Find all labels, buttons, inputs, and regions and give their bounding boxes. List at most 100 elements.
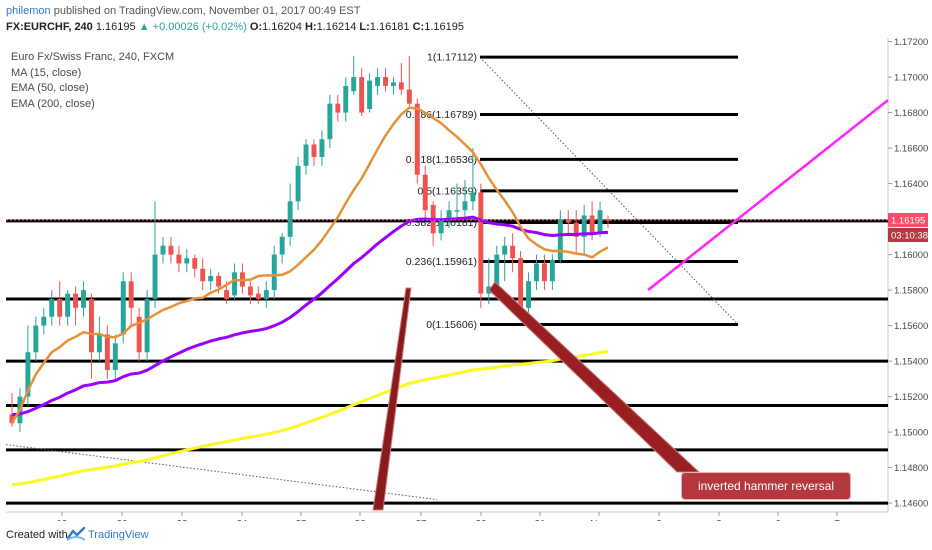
candle-body[interactable] bbox=[565, 219, 571, 223]
candle-body[interactable] bbox=[160, 245, 166, 255]
candle-body[interactable] bbox=[279, 236, 285, 255]
candle-body[interactable] bbox=[41, 316, 47, 326]
candle-body[interactable] bbox=[383, 77, 388, 86]
candle-body[interactable] bbox=[89, 298, 94, 353]
price-chart[interactable]: 1.172001.170001.168001.166001.164001.162… bbox=[0, 38, 932, 521]
candle-body[interactable] bbox=[65, 293, 71, 317]
candle-body[interactable] bbox=[144, 298, 150, 353]
candle-body[interactable] bbox=[414, 103, 420, 175]
candle-body[interactable] bbox=[343, 85, 349, 113]
candle-body[interactable] bbox=[216, 275, 222, 287]
candle-body[interactable] bbox=[57, 298, 63, 317]
candle-body[interactable] bbox=[541, 263, 547, 282]
tradingview-brand-link[interactable]: TradingView bbox=[88, 529, 149, 541]
candle-body[interactable] bbox=[406, 89, 412, 104]
legend-ema200[interactable]: EMA (200, close) bbox=[11, 97, 95, 110]
y-tick-label: 1.16400 bbox=[894, 179, 928, 190]
candle-body[interactable] bbox=[390, 82, 396, 86]
candle-body[interactable] bbox=[287, 201, 293, 237]
candle-body[interactable] bbox=[9, 414, 15, 424]
candle-body[interactable] bbox=[120, 281, 126, 335]
x-tick-label: 25 bbox=[295, 519, 307, 521]
y-tick-label: 1.16000 bbox=[894, 250, 928, 261]
candle-body[interactable] bbox=[263, 290, 269, 299]
candle-body[interactable] bbox=[534, 263, 539, 282]
ema50-line[interactable] bbox=[11, 215, 609, 417]
candle-body[interactable] bbox=[255, 293, 261, 299]
candle-body[interactable] bbox=[184, 258, 190, 264]
candle-body[interactable] bbox=[303, 144, 309, 166]
countdown-tag bbox=[888, 227, 928, 242]
candle-body[interactable] bbox=[168, 245, 174, 255]
candle-body[interactable] bbox=[319, 139, 325, 157]
y-tick-label: 1.17000 bbox=[894, 73, 928, 84]
candle-body[interactable] bbox=[597, 210, 603, 234]
candle-body[interactable] bbox=[470, 192, 476, 202]
candle-body[interactable] bbox=[176, 254, 182, 264]
magenta-trend-line[interactable] bbox=[647, 99, 889, 292]
candle-body[interactable] bbox=[549, 259, 555, 282]
candle-body[interactable] bbox=[462, 201, 468, 211]
candle-body[interactable] bbox=[33, 325, 39, 353]
candle-body[interactable] bbox=[581, 215, 587, 237]
candle-body[interactable] bbox=[96, 334, 102, 353]
candle-body[interactable] bbox=[351, 77, 357, 92]
candle-body[interactable] bbox=[208, 275, 214, 282]
legend-ema50[interactable]: EMA (50, close) bbox=[11, 82, 89, 94]
candle-body[interactable] bbox=[224, 290, 230, 299]
candle-body[interactable] bbox=[359, 77, 365, 113]
symbol: FX:EURCHF, 240 bbox=[6, 21, 93, 33]
candle-body[interactable] bbox=[438, 219, 444, 234]
ema200-line[interactable] bbox=[11, 349, 609, 487]
candle-body[interactable] bbox=[232, 272, 237, 296]
dotted-trend-line[interactable] bbox=[5, 444, 438, 501]
x-tick-label: 23 bbox=[176, 519, 188, 521]
candle-body[interactable] bbox=[589, 215, 595, 234]
candle-body[interactable] bbox=[271, 254, 277, 291]
candle-body[interactable] bbox=[136, 316, 142, 353]
y-tick-label: 1.16800 bbox=[894, 108, 928, 119]
candle-body[interactable] bbox=[247, 286, 253, 296]
candle-body[interactable] bbox=[454, 210, 460, 212]
y-tick-label: 1.15600 bbox=[894, 321, 928, 332]
candle-body[interactable] bbox=[557, 219, 563, 260]
candle-body[interactable] bbox=[573, 222, 579, 237]
price-change: +0.00026 (+0.02%) bbox=[152, 21, 247, 33]
candle-body[interactable] bbox=[192, 258, 198, 269]
candle-body[interactable] bbox=[73, 293, 79, 308]
candle-body[interactable] bbox=[104, 334, 110, 370]
candle-body[interactable] bbox=[311, 144, 317, 157]
candle-body[interactable] bbox=[128, 281, 134, 308]
candle-body[interactable] bbox=[478, 192, 484, 294]
candle-body[interactable] bbox=[526, 281, 531, 308]
y-tick-label: 1.15200 bbox=[894, 392, 928, 403]
candle-body[interactable] bbox=[518, 258, 524, 308]
candle-body[interactable] bbox=[510, 245, 516, 259]
legend-ma15[interactable]: MA (15, close) bbox=[11, 66, 82, 79]
annotation-arrow-left bbox=[372, 287, 412, 511]
ma15-line[interactable] bbox=[10, 106, 609, 424]
x-tick-label: 6 bbox=[775, 519, 781, 521]
publish-line: philemon published on TradingView.com, N… bbox=[6, 5, 360, 17]
x-tick-label: 26 bbox=[354, 519, 366, 521]
candle-body[interactable] bbox=[494, 254, 500, 287]
candle-body[interactable] bbox=[25, 352, 31, 397]
candle-body[interactable] bbox=[398, 82, 404, 90]
ohlc-low: 1.16181 bbox=[369, 21, 410, 33]
candle-body[interactable] bbox=[335, 103, 341, 113]
candle-body[interactable] bbox=[375, 77, 381, 86]
candle-body[interactable] bbox=[295, 165, 301, 202]
candle-body[interactable] bbox=[81, 290, 86, 308]
fib-level-label: 1(1.17112) bbox=[427, 52, 477, 64]
candle-body[interactable] bbox=[112, 343, 118, 370]
candle-body[interactable] bbox=[152, 254, 158, 299]
x-tick-label: 20 bbox=[116, 519, 128, 521]
candle-body[interactable] bbox=[200, 268, 206, 282]
candle-body[interactable] bbox=[502, 245, 508, 255]
candle-body[interactable] bbox=[446, 210, 452, 220]
candle-body[interactable] bbox=[367, 80, 373, 110]
candle-body[interactable] bbox=[49, 298, 55, 317]
author-link[interactable]: philemon bbox=[6, 5, 51, 17]
candle-body[interactable] bbox=[327, 103, 333, 140]
candle-body[interactable] bbox=[422, 174, 428, 211]
